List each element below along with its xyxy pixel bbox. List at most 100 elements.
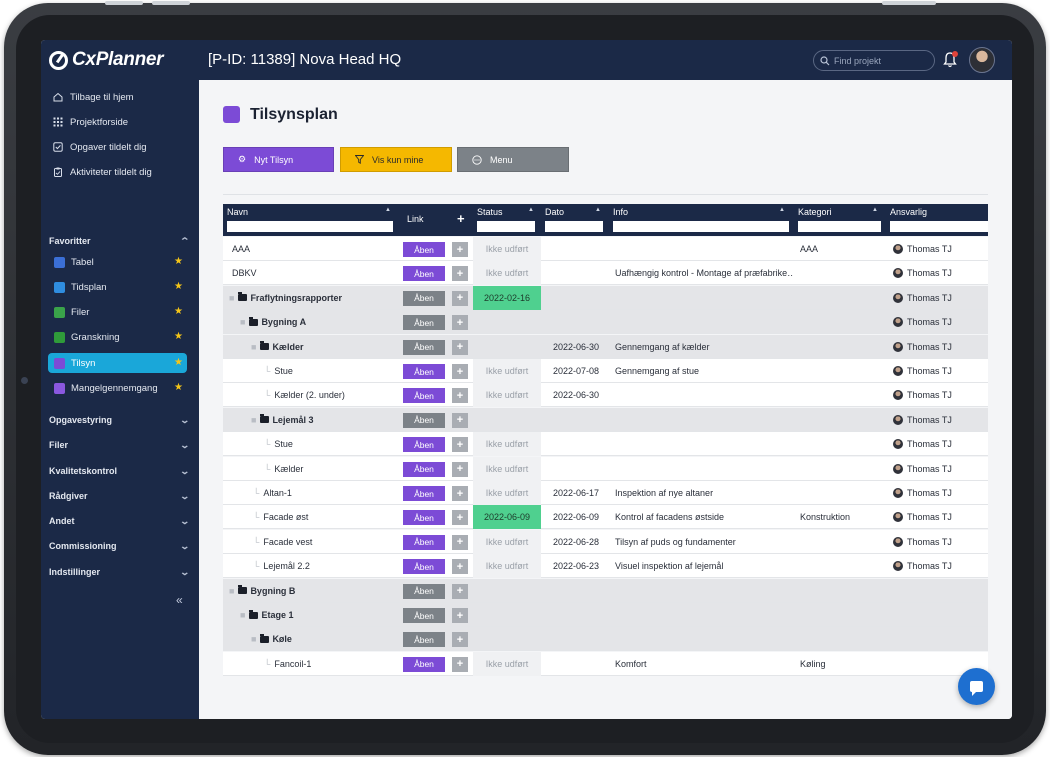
- table-row[interactable]: ■ Fraflytningsrapporter Åben +2022-02-16 Tho…: [223, 285, 988, 310]
- table-row[interactable]: └ Facade øst Åben +2022-06-09 2022-06-09 Kont…: [223, 505, 988, 530]
- row-name-cell[interactable]: ■ Køle: [223, 627, 401, 651]
- row-name-cell[interactable]: ■ Lejemål 3: [223, 408, 401, 432]
- nav-my-tasks[interactable]: Opgaver tildelt dig: [53, 137, 147, 157]
- table-row[interactable]: AAA Åben + Ikke udført AAA Thomas TJ: [223, 237, 988, 261]
- table-row[interactable]: └ Lejemål 2.2 Åben + Ikke udført 2022-06-23 Vi…: [223, 554, 988, 579]
- cxplanner-logo[interactable]: CxPlanner: [49, 49, 164, 71]
- project-search[interactable]: [813, 50, 935, 71]
- table-row[interactable]: ■ Etage 1 Åben +: [223, 603, 988, 627]
- filter-name-input[interactable]: [227, 221, 393, 232]
- star-icon[interactable]: ★: [174, 331, 183, 342]
- column-name[interactable]: Navn ▲: [223, 204, 397, 236]
- open-button[interactable]: Åben: [403, 290, 445, 306]
- nav-my-activities[interactable]: Aktiviteter tildelt dig: [53, 162, 152, 182]
- add-icon[interactable]: +: [452, 559, 468, 575]
- sort-icon[interactable]: ▲: [779, 207, 785, 213]
- row-name-cell[interactable]: └ Kælder (2. under): [223, 383, 401, 407]
- open-button[interactable]: Åben: [403, 632, 445, 648]
- section-andet[interactable]: Andet ⌄: [49, 512, 191, 530]
- tree-toggle-icon[interactable]: ■: [240, 610, 246, 620]
- open-button[interactable]: Åben: [403, 656, 445, 672]
- collapse-sidebar-icon[interactable]: «: [176, 593, 183, 607]
- section-kvalitetskontrol[interactable]: Kvalitetskontrol ⌄: [49, 462, 191, 480]
- row-name-cell[interactable]: └ Altan-1: [223, 481, 401, 505]
- add-icon[interactable]: +: [452, 339, 468, 355]
- open-button[interactable]: Åben: [403, 339, 445, 355]
- table-row[interactable]: └ Altan-1 Åben + Ikke udført 2022-06-17 Inspek…: [223, 481, 988, 505]
- add-column-icon[interactable]: +: [457, 211, 465, 226]
- column-category[interactable]: Kategori ▲: [794, 204, 883, 236]
- table-row[interactable]: ■ Kælder Åben +2022-06-30 Gennemgang af kæld…: [223, 334, 988, 359]
- section-indstillinger[interactable]: Indstillinger ⌄: [49, 563, 191, 581]
- table-row[interactable]: └ Fancoil-1 Åben + Ikke udført Komfort Køling: [223, 651, 988, 676]
- fav-granskning[interactable]: Granskning ★: [48, 327, 187, 347]
- add-icon[interactable]: +: [452, 388, 468, 404]
- open-button[interactable]: Åben: [403, 266, 445, 282]
- filter-info-input[interactable]: [613, 221, 789, 232]
- star-icon[interactable]: ★: [174, 357, 183, 368]
- tree-toggle-icon[interactable]: ■: [229, 292, 235, 303]
- row-name-cell[interactable]: └ Lejemål 2.2: [223, 554, 401, 578]
- add-icon[interactable]: +: [452, 290, 468, 306]
- table-row[interactable]: DBKV Åben + Ikke udført Uafhængig kontrol - …: [223, 261, 988, 286]
- add-icon[interactable]: +: [452, 461, 468, 477]
- fav-mangelgennemgang[interactable]: Mangelgennemgang ★: [48, 378, 187, 398]
- add-icon[interactable]: +: [452, 608, 468, 623]
- row-name-cell[interactable]: ■ Bygning A: [223, 310, 401, 334]
- filter-category-input[interactable]: [798, 221, 881, 232]
- add-icon[interactable]: +: [452, 486, 468, 501]
- table-row[interactable]: └ Stue Åben + Ikke udført Thomas TJ: [223, 432, 988, 457]
- row-name-cell[interactable]: ■ Bygning B: [223, 579, 401, 603]
- filter-responsible-input[interactable]: [890, 221, 988, 232]
- row-name-cell[interactable]: DBKV: [223, 261, 401, 285]
- table-row[interactable]: └ Kælder (2. under) Åben + Ikke udført 2022-0…: [223, 383, 988, 408]
- open-button[interactable]: Åben: [403, 486, 445, 501]
- open-button[interactable]: Åben: [403, 315, 445, 331]
- open-button[interactable]: Åben: [403, 608, 445, 623]
- row-name-cell[interactable]: └ Kælder: [223, 457, 401, 481]
- table-row[interactable]: └ Facade vest Åben + Ikke udført 2022-06-28 Ti…: [223, 529, 988, 554]
- add-icon[interactable]: +: [452, 437, 468, 453]
- tree-toggle-icon[interactable]: ■: [240, 317, 246, 328]
- add-icon[interactable]: +: [452, 656, 468, 672]
- new-inspection-button[interactable]: ⚙ Nyt Tilsyn: [223, 147, 334, 172]
- open-button[interactable]: Åben: [403, 364, 445, 379]
- open-button[interactable]: Åben: [403, 583, 445, 599]
- column-add[interactable]: +: [453, 204, 469, 236]
- open-button[interactable]: Åben: [403, 510, 445, 526]
- fav-filer[interactable]: Filer ★: [48, 302, 187, 322]
- row-name-cell[interactable]: └ Facade øst: [223, 505, 401, 529]
- column-date[interactable]: Dato ▲: [541, 204, 605, 236]
- row-name-cell[interactable]: ■ Fraflytningsrapporter: [223, 286, 401, 310]
- row-name-cell[interactable]: └ Stue: [223, 432, 401, 456]
- open-button[interactable]: Åben: [403, 412, 445, 428]
- fav-tilsyn[interactable]: Tilsyn ★: [48, 353, 187, 373]
- sort-icon[interactable]: ▲: [528, 207, 534, 213]
- star-icon[interactable]: ★: [174, 281, 183, 292]
- add-icon[interactable]: +: [452, 632, 468, 648]
- row-name-cell[interactable]: ■ Etage 1: [223, 603, 401, 627]
- star-icon[interactable]: ★: [174, 256, 183, 267]
- sort-icon[interactable]: ▲: [385, 207, 391, 213]
- row-name-cell[interactable]: └ Facade vest: [223, 530, 401, 554]
- table-row[interactable]: └ Stue Åben + Ikke udført 2022-07-08 Gennemgan…: [223, 359, 988, 383]
- table-row[interactable]: ■ Bygning A Åben + Thomas TJ: [223, 310, 988, 335]
- table-row[interactable]: ■ Køle Åben +: [223, 627, 988, 652]
- add-icon[interactable]: +: [452, 412, 468, 428]
- section-filer[interactable]: Filer ⌄: [49, 436, 191, 454]
- column-info[interactable]: Info ▲: [609, 204, 791, 236]
- open-button[interactable]: Åben: [403, 437, 445, 453]
- table-row[interactable]: ■ Bygning B Åben +: [223, 578, 988, 603]
- favorites-header[interactable]: Favoritter ⌃: [49, 232, 191, 250]
- open-button[interactable]: Åben: [403, 388, 445, 404]
- nav-home[interactable]: Tilbage til hjem: [53, 87, 134, 107]
- add-icon[interactable]: +: [452, 534, 468, 550]
- row-name-cell[interactable]: └ Stue: [223, 359, 401, 383]
- row-name-cell[interactable]: ■ Kælder: [223, 335, 401, 359]
- filter-date-input[interactable]: [545, 221, 603, 232]
- column-status[interactable]: Status ▲: [473, 204, 539, 236]
- add-icon[interactable]: +: [452, 266, 468, 282]
- open-button[interactable]: Åben: [403, 534, 445, 550]
- fav-tabel[interactable]: Tabel ★: [48, 252, 187, 272]
- section-opgavestyring[interactable]: Opgavestyring ⌄: [49, 411, 191, 429]
